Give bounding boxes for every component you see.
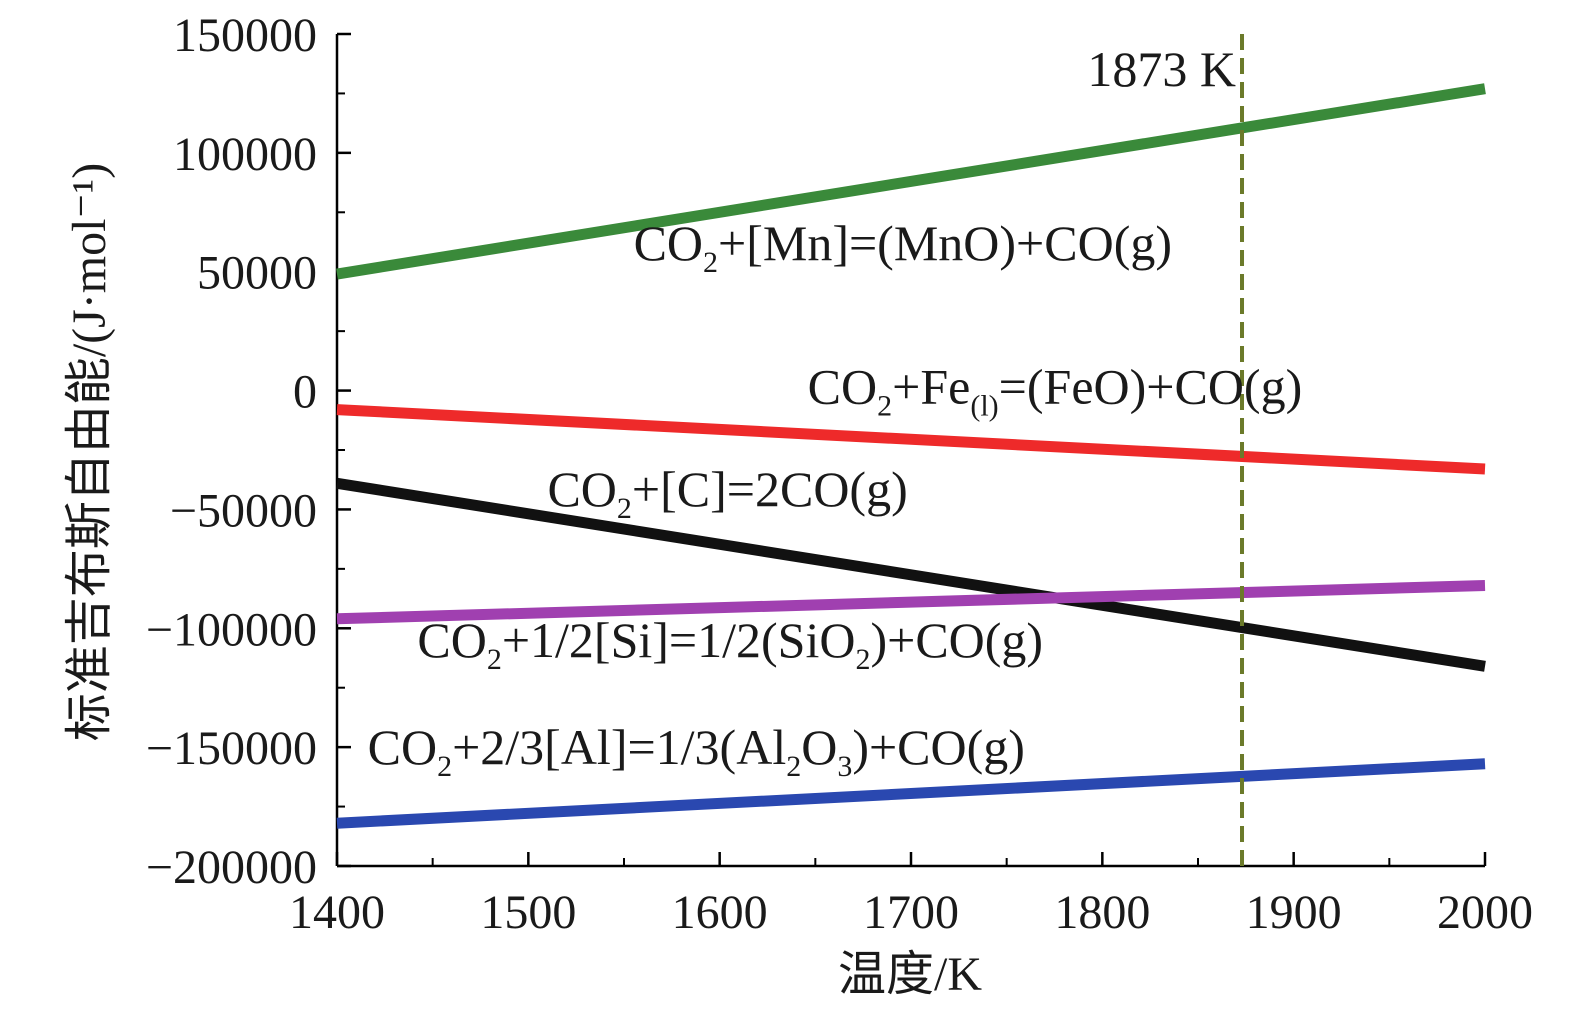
y-axis-title: 标准吉布斯自由能/(J·mol⁻¹) xyxy=(63,163,116,741)
x-tick-label: 1600 xyxy=(672,886,768,939)
series-line-2 xyxy=(336,404,1486,475)
y-tick-label: −100000 xyxy=(146,603,317,656)
x-tick-label: 1800 xyxy=(1054,886,1150,939)
series-line-4 xyxy=(336,579,1486,625)
y-tick-label: 150000 xyxy=(173,9,317,62)
x-tick-label: 1900 xyxy=(1246,886,1342,939)
x-tick-label: 1500 xyxy=(480,886,576,939)
series-line-1 xyxy=(336,83,1486,280)
y-tick-label: −150000 xyxy=(146,722,317,775)
series-labels: CO2+[Mn]=(MnO)+CO(g) CO2+Fe(l)=(FeO)+CO(g… xyxy=(368,215,1303,783)
series-label-5: CO2+2/3[Al]=1/3(Al2O3)+CO(g) xyxy=(368,719,1025,783)
series-label-4: CO2+1/2[Si]=1/2(SiO2)+CO(g) xyxy=(417,612,1043,676)
x-tick-label: 2000 xyxy=(1437,886,1533,939)
series-label-2: CO2+Fe(l)=(FeO)+CO(g) xyxy=(808,359,1303,423)
y-tick-label: −200000 xyxy=(146,841,317,894)
y-tick-label: 50000 xyxy=(197,247,317,300)
axis-ticks: 1400 1500 1600 1700 1800 1900 2000 −200000 −1500… xyxy=(146,9,1533,939)
series-line-5 xyxy=(336,758,1486,829)
y-tick-label: −50000 xyxy=(170,484,317,537)
series-label-1: CO2+[Mn]=(MnO)+CO(g) xyxy=(634,215,1172,279)
series-lines xyxy=(336,83,1486,829)
series-label-3: CO2+[C]=2CO(g) xyxy=(547,461,907,525)
y-tick-label: 100000 xyxy=(173,128,317,181)
x-tick-label: 1400 xyxy=(289,886,385,939)
series-line-3 xyxy=(336,477,1486,672)
x-tick-label: 1700 xyxy=(863,886,959,939)
x-axis-title: 温度/K xyxy=(838,948,982,1001)
reference-line-group: 1873 K xyxy=(1087,34,1245,866)
y-tick-label: 0 xyxy=(293,366,317,419)
reference-line-label: 1873 K xyxy=(1087,41,1236,97)
